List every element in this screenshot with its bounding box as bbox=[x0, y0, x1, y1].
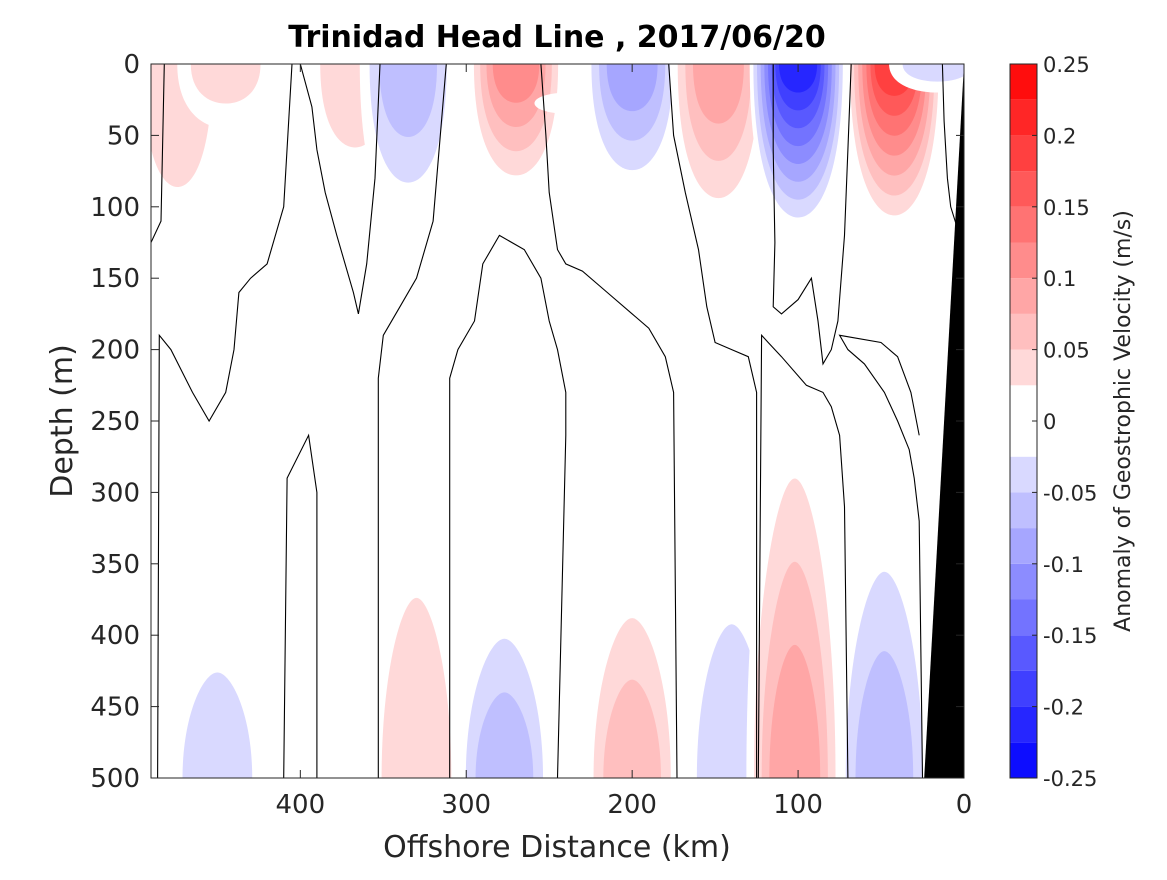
anomaly-cell bbox=[670, 64, 767, 236]
anomaly-cell bbox=[168, 606, 266, 778]
colorbar-tick-label: -0.25 bbox=[1043, 767, 1097, 791]
colorbar-band bbox=[1010, 242, 1037, 279]
colorbar-ticks: 0.25 0.2 0.15 0.1 0.05 0 -0.05 -0.1 -0.15 -0.2 -0.… bbox=[1032, 53, 1097, 791]
anomaly-level bbox=[475, 692, 534, 778]
colorbar-tick-label: 0.1 bbox=[1043, 267, 1076, 291]
anomaly-cell bbox=[467, 64, 565, 200]
colorbar-tick-label: 0.2 bbox=[1043, 124, 1076, 148]
anomaly-cell bbox=[746, 395, 844, 778]
y-tick-label: 500 bbox=[90, 764, 140, 794]
plot-layer bbox=[151, 64, 964, 778]
colorbar-band bbox=[1010, 349, 1037, 386]
zero-contour-line bbox=[540, 64, 678, 778]
y-tick-label: 250 bbox=[90, 407, 140, 437]
x-tick-label: 200 bbox=[607, 790, 657, 820]
anomaly-cell bbox=[845, 64, 943, 236]
anomaly-level bbox=[902, 64, 964, 82]
x-axis: 400 300 200 100 0 bbox=[276, 64, 973, 820]
colorbar-tick-label: 0.15 bbox=[1043, 196, 1090, 220]
colorbar-band bbox=[1010, 171, 1037, 207]
colorbar-band bbox=[1010, 135, 1037, 172]
zero-contour-line bbox=[151, 64, 165, 243]
colorbar-band bbox=[1010, 385, 1037, 421]
anomaly-level bbox=[381, 597, 452, 778]
anomaly-level bbox=[182, 672, 253, 778]
zero-contour-line bbox=[157, 64, 293, 778]
zero-contour-line bbox=[283, 433, 318, 778]
colorbar bbox=[1009, 63, 1038, 779]
zero-contour-line bbox=[838, 334, 924, 778]
y-tick-label: 50 bbox=[107, 121, 140, 151]
colorbar-tick-label: -0.15 bbox=[1043, 624, 1097, 648]
colorbar-band bbox=[1010, 313, 1037, 350]
colorbar-band bbox=[1010, 742, 1037, 778]
anomaly-level bbox=[492, 64, 540, 103]
colorbar-band bbox=[1010, 206, 1037, 243]
x-tick-label: 100 bbox=[773, 790, 823, 820]
colorbar-tick-label: 0 bbox=[1043, 410, 1056, 434]
colorbar-band bbox=[1010, 528, 1037, 564]
anomaly-level bbox=[692, 64, 744, 124]
anomaly-level bbox=[606, 64, 658, 112]
y-tick-label: 350 bbox=[90, 550, 140, 580]
anomaly-level bbox=[769, 644, 821, 778]
x-axis-label: Offshore Distance (km) bbox=[383, 830, 731, 865]
y-tick-label: 300 bbox=[90, 478, 140, 508]
anomaly-cell bbox=[177, 64, 275, 129]
colorbar-band bbox=[1010, 456, 1037, 493]
y-tick-label: 150 bbox=[90, 264, 140, 294]
anomaly-cell bbox=[749, 64, 847, 236]
x-tick-label: 0 bbox=[956, 790, 973, 820]
colorbar-band bbox=[1010, 99, 1037, 136]
y-axis-label: Depth (m) bbox=[45, 344, 80, 498]
colorbar-tick-label: 0.25 bbox=[1043, 53, 1090, 77]
y-tick-label: 400 bbox=[90, 621, 140, 651]
seafloor-mask bbox=[924, 64, 964, 778]
anomaly-level bbox=[779, 64, 818, 93]
zero-contour-line bbox=[377, 64, 447, 778]
colorbar-band bbox=[1010, 599, 1037, 636]
x-tick-label: 300 bbox=[441, 790, 491, 820]
zero-contour-line bbox=[299, 64, 381, 315]
y-axis: 0 50 100 150 200 250 300 350 400 450 500 bbox=[90, 50, 964, 794]
anomaly-level bbox=[190, 64, 261, 104]
colorbar-band bbox=[1010, 635, 1037, 671]
zero-contour-line bbox=[772, 64, 852, 366]
colorbar-band bbox=[1010, 706, 1037, 743]
anomaly-cell bbox=[889, 64, 964, 93]
y-tick-label: 200 bbox=[90, 336, 140, 366]
anomaly-cell bbox=[359, 64, 457, 229]
y-tick-label: 0 bbox=[123, 50, 140, 80]
zero-contour-line bbox=[449, 234, 567, 778]
chart-title: Trinidad Head Line , 2017/06/20 bbox=[288, 20, 825, 55]
colorbar-band bbox=[1010, 492, 1037, 529]
colorbar-band bbox=[1010, 421, 1037, 457]
anomaly-cell bbox=[456, 585, 553, 778]
anomaly-cell bbox=[368, 485, 465, 778]
colorbar-band bbox=[1010, 64, 1037, 100]
y-tick-label: 100 bbox=[90, 193, 140, 223]
colorbar-label: Anomaly of Geostrophic Velocity (m/s) bbox=[1111, 210, 1136, 632]
zero-contour-line bbox=[668, 64, 758, 778]
colorbar-band bbox=[1010, 670, 1037, 707]
y-tick-label: 450 bbox=[90, 693, 140, 723]
colorbar-tick-label: 0.05 bbox=[1043, 339, 1090, 363]
x-tick-label: 400 bbox=[276, 790, 326, 820]
colorbar-tick-label: -0.1 bbox=[1043, 553, 1084, 577]
anomaly-cell bbox=[835, 492, 933, 778]
colorbar-band bbox=[1010, 278, 1037, 314]
colorbar-band bbox=[1010, 563, 1037, 600]
zero-contour-line bbox=[941, 64, 964, 250]
anomaly-level bbox=[855, 651, 914, 778]
anomaly-cell bbox=[583, 64, 681, 200]
anomaly-level bbox=[379, 64, 438, 137]
anomaly-level bbox=[603, 679, 662, 778]
zero-contour-line bbox=[757, 333, 849, 778]
anomaly-cell bbox=[583, 556, 681, 778]
colorbar-tick-label: -0.05 bbox=[1043, 481, 1097, 505]
colorbar-tick-label: -0.2 bbox=[1043, 696, 1084, 720]
